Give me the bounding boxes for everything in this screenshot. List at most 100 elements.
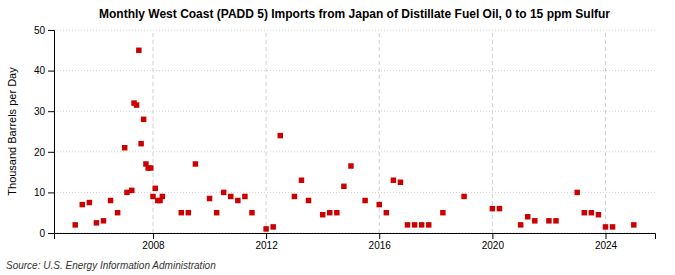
- point: [80, 202, 85, 207]
- y-tick: 20: [34, 147, 54, 158]
- y-axis-line: [48, 31, 55, 234]
- point: [94, 220, 99, 225]
- point: [292, 194, 297, 199]
- point: [270, 224, 275, 229]
- point: [141, 117, 146, 122]
- x-tick-mark: [492, 233, 493, 239]
- y-tick: 10: [34, 187, 54, 198]
- x-tick-label: 2008: [142, 240, 165, 251]
- point: [334, 210, 339, 215]
- y-tick-mark: [48, 30, 54, 31]
- point: [610, 224, 615, 229]
- point: [582, 210, 587, 215]
- y-axis-title: Thousand Barrels per Day: [6, 67, 18, 196]
- point: [138, 141, 143, 146]
- grid-line-y: [54, 30, 655, 31]
- point: [553, 218, 558, 223]
- y-tick-mark: [48, 71, 54, 72]
- title: Monthly West Coast (PADD 5) Imports from…: [99, 7, 610, 21]
- point: [101, 218, 106, 223]
- point: [589, 210, 594, 215]
- point: [341, 184, 346, 189]
- point: [490, 206, 495, 211]
- y-tick-mark: [48, 152, 54, 153]
- point: [228, 194, 233, 199]
- point: [419, 222, 424, 227]
- point: [72, 222, 77, 227]
- grid: [54, 30, 655, 233]
- y-tick-label: 20: [34, 147, 46, 158]
- point: [136, 48, 141, 53]
- y-tick: 50: [34, 25, 54, 36]
- x-axis-line: [55, 234, 656, 240]
- y-tick-mark: [48, 192, 54, 193]
- point: [150, 194, 155, 199]
- x-tick: 2016: [369, 233, 392, 251]
- grid-line-y: [54, 151, 655, 152]
- x-tick-mark: [153, 233, 154, 239]
- y-tick-label: 50: [34, 25, 46, 36]
- point: [412, 222, 417, 227]
- grid-line-x: [605, 30, 606, 233]
- point: [391, 177, 396, 182]
- point: [596, 212, 601, 217]
- x-tick-mark: [606, 233, 607, 239]
- grid-line-x: [492, 30, 493, 233]
- point: [532, 218, 537, 223]
- point: [405, 222, 410, 227]
- point: [160, 194, 165, 199]
- x-tick: 2024: [595, 233, 618, 251]
- point: [327, 210, 332, 215]
- points: [72, 48, 636, 232]
- point: [546, 218, 551, 223]
- point: [148, 165, 153, 170]
- point: [384, 210, 389, 215]
- point: [362, 198, 367, 203]
- point: [440, 210, 445, 215]
- point: [398, 180, 403, 185]
- point: [214, 210, 219, 215]
- point: [179, 210, 184, 215]
- y-tick-label: 0: [39, 228, 45, 239]
- point: [108, 198, 113, 203]
- point: [348, 163, 353, 168]
- y-tick-label: 30: [34, 106, 46, 117]
- y-tick: 40: [34, 65, 54, 76]
- grid-line-y: [54, 192, 655, 193]
- chart-svg: 2008 2012 2016 2020 2024 0 10 20 30 40 50 Monthly W…: [0, 0, 675, 275]
- point: [518, 222, 523, 227]
- point: [631, 222, 636, 227]
- grid-line-y: [54, 111, 655, 112]
- point: [235, 198, 240, 203]
- y-tick-mark: [48, 111, 54, 112]
- grid-line-y: [54, 70, 655, 71]
- x-tick-label: 2012: [255, 240, 278, 251]
- point: [525, 214, 530, 219]
- point: [278, 133, 283, 138]
- point: [574, 190, 579, 195]
- grid-line-x: [152, 30, 153, 233]
- point: [263, 226, 268, 231]
- annotation: Source: U.S. Energy Information Administ…: [6, 260, 216, 271]
- point: [134, 102, 139, 107]
- y-axis: 0 10 20 30 40 50: [34, 25, 55, 239]
- x-tick-label: 2024: [595, 240, 618, 251]
- point: [461, 194, 466, 199]
- y-tick-mark: [48, 233, 54, 234]
- point: [122, 145, 127, 150]
- x-tick: 2008: [142, 233, 165, 251]
- point: [87, 200, 92, 205]
- x-tick: 2012: [255, 233, 278, 251]
- x-tick: 2020: [482, 233, 505, 251]
- x-axis: 2008 2012 2016 2020 2024: [55, 233, 656, 251]
- point: [193, 161, 198, 166]
- y-tick: 30: [34, 106, 54, 117]
- point: [299, 177, 304, 182]
- chart-container: 2008 2012 2016 2020 2024 0 10 20 30 40 50 Monthly W…: [0, 0, 675, 275]
- point: [603, 224, 608, 229]
- point: [124, 190, 129, 195]
- point: [207, 196, 212, 201]
- y-tick: 0: [39, 228, 54, 239]
- x-tick-mark: [266, 233, 267, 239]
- point: [249, 210, 254, 215]
